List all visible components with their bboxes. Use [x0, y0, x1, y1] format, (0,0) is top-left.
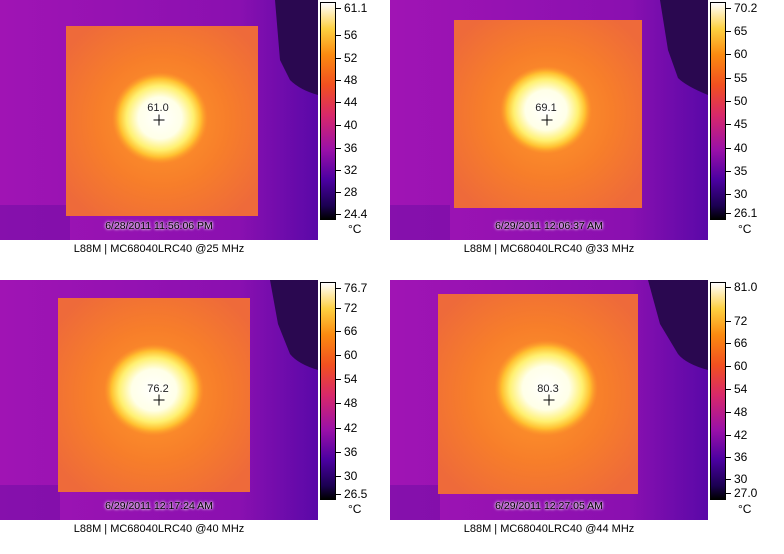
- scale-tick: 54: [726, 382, 747, 396]
- scale-tick: 30: [336, 469, 357, 483]
- crosshair-icon: [541, 114, 553, 126]
- crosshair-icon: [153, 394, 165, 406]
- scale-tick: 56: [336, 28, 357, 42]
- caption: L88M | MC68040LRC40 @25 MHz: [73, 243, 245, 255]
- caption: L88M | MC68040LRC40 @40 MHz: [73, 523, 245, 535]
- scale-tick: 30: [726, 187, 747, 201]
- crosshair-icon: [543, 394, 555, 406]
- spot-temperature: 61.0: [147, 102, 169, 114]
- spot-temperature: 80.3: [537, 383, 559, 395]
- timestamp: 6/28/2011 11:56:06 PM: [105, 220, 213, 232]
- scale-tick: 52: [336, 51, 357, 65]
- scale-ticks: 81.0 72 66 60 54 48 42 36 30 27.0: [726, 280, 776, 502]
- scale-tick: 44: [336, 95, 357, 109]
- color-scale-bar: [320, 282, 336, 500]
- scale-tick: 55: [726, 71, 747, 85]
- scale-tick: 48: [336, 73, 357, 87]
- scale-tick: 36: [336, 141, 357, 155]
- scale-tick: 66: [726, 336, 747, 350]
- scale-min: 26.5: [336, 487, 367, 501]
- thermal-image: 80.3 6/29/2011 12:27:05 AM: [390, 280, 708, 520]
- scale-tick: 72: [336, 301, 357, 315]
- scale-tick: 60: [726, 47, 747, 61]
- thermal-panel-3: 76.2 6/29/2011 12:17:24 AM 76.7 72 66 60…: [0, 280, 390, 542]
- scale-max: 81.0: [726, 280, 757, 294]
- spot-temperature: 69.1: [535, 102, 557, 114]
- crosshair-icon: [153, 114, 165, 126]
- scale-tick: 48: [726, 405, 747, 419]
- thermal-panel-1: 61.0 6/28/2011 11:56:06 PM 61.1 56 52 48…: [0, 0, 390, 262]
- scale-tick: 35: [726, 164, 747, 178]
- scale-max: 61.1: [336, 1, 367, 15]
- unit-label: °C: [348, 502, 362, 516]
- scale-tick: 28: [336, 185, 357, 199]
- scale-tick: 72: [726, 314, 747, 328]
- scale-tick: 36: [726, 450, 747, 464]
- thermal-image: 76.2 6/29/2011 12:17:24 AM: [0, 280, 318, 520]
- scale-tick: 40: [336, 118, 357, 132]
- spot-temperature: 76.2: [147, 383, 169, 395]
- timestamp: 6/29/2011 12:06:37 AM: [495, 220, 603, 232]
- scale-min: 24.4: [336, 207, 367, 221]
- scale-max: 70.2: [726, 1, 757, 15]
- caption: L88M | MC68040LRC40 @44 MHz: [463, 523, 635, 535]
- color-scale-bar: [710, 282, 726, 500]
- scale-ticks: 61.1 56 52 48 44 40 36 32 28 24.4: [336, 0, 386, 222]
- scale-tick: 42: [336, 421, 357, 435]
- unit-label: °C: [738, 502, 752, 516]
- scale-tick: 30: [726, 472, 747, 486]
- timestamp: 6/29/2011 12:17:24 AM: [105, 500, 213, 512]
- scale-tick: 32: [336, 163, 357, 177]
- scale-tick: 66: [336, 324, 357, 338]
- scale-tick: 36: [336, 445, 357, 459]
- scale-tick: 65: [726, 24, 747, 38]
- thermal-panel-2: 69.1 6/29/2011 12:06:37 AM 70.2 65 60 55…: [390, 0, 780, 262]
- thermal-image: 61.0 6/28/2011 11:56:06 PM: [0, 0, 318, 240]
- scale-min: 27.0: [726, 486, 757, 500]
- color-scale-bar: [710, 2, 726, 220]
- scale-tick: 60: [726, 359, 747, 373]
- scale-tick: 42: [726, 428, 747, 442]
- scale-tick: 60: [336, 348, 357, 362]
- scale-tick: 40: [726, 141, 747, 155]
- color-scale-bar: [320, 2, 336, 220]
- timestamp: 6/29/2011 12:27:05 AM: [495, 500, 603, 512]
- scale-max: 76.7: [336, 281, 367, 295]
- scale-min: 26.1: [726, 206, 757, 220]
- scale-tick: 45: [726, 117, 747, 131]
- scale-tick: 48: [336, 396, 357, 410]
- thermal-image: 69.1 6/29/2011 12:06:37 AM: [390, 0, 708, 240]
- unit-label: °C: [348, 222, 362, 236]
- scale-tick: 54: [336, 372, 357, 386]
- scale-ticks: 76.7 72 66 60 54 48 42 36 30 26.5: [336, 280, 386, 502]
- scale-tick: 50: [726, 94, 747, 108]
- unit-label: °C: [738, 222, 752, 236]
- scale-ticks: 70.2 65 60 55 50 45 40 35 30 26.1: [726, 0, 776, 222]
- thermal-panel-4: 80.3 6/29/2011 12:27:05 AM 81.0 72 66 60…: [390, 280, 780, 542]
- caption: L88M | MC68040LRC40 @33 MHz: [463, 243, 635, 255]
